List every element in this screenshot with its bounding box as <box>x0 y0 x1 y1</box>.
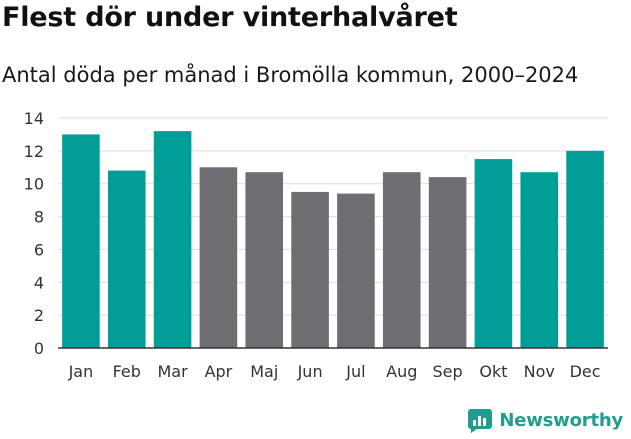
x-tick-label: Nov <box>524 362 555 381</box>
x-tick-label: Feb <box>113 362 141 381</box>
bar-aug <box>382 172 421 348</box>
bar-sep <box>428 177 467 348</box>
y-tick-label: 6 <box>34 240 44 259</box>
bar-apr <box>199 167 238 348</box>
x-tick-label: Mar <box>157 362 188 381</box>
gridlines <box>58 117 608 316</box>
x-tick-label: Aug <box>386 362 417 381</box>
x-tick-label: Apr <box>205 362 233 381</box>
bar-jun <box>291 191 329 348</box>
bar-jul <box>337 193 375 348</box>
x-tick-label: Jul <box>345 362 365 381</box>
chart-title: Flest dör under vinterhalvåret <box>2 2 458 33</box>
y-tick-label: 2 <box>34 306 44 325</box>
bar-mar <box>153 131 192 348</box>
x-tick-label: Sep <box>433 362 463 381</box>
y-axis-ticks: 0 2 4 6 8 10 12 14 <box>24 109 44 358</box>
x-axis-ticks: Jan Feb Mar Apr Maj Jun Jul Aug Sep Okt Nov Dec <box>68 362 601 381</box>
y-tick-label: 8 <box>34 208 44 227</box>
bar-feb <box>107 170 146 348</box>
bar-okt <box>474 159 513 348</box>
x-tick-label: Maj <box>250 362 278 381</box>
brand-name: Newsworthy <box>499 409 623 431</box>
bar-jan <box>62 134 100 348</box>
y-tick-label: 0 <box>34 339 44 358</box>
bar-dec <box>566 150 604 348</box>
x-tick-label: Dec <box>570 362 601 381</box>
y-tick-label: 12 <box>24 142 44 161</box>
y-tick-label: 10 <box>24 175 44 194</box>
y-tick-label: 14 <box>24 109 44 128</box>
x-tick-label: Jun <box>297 362 323 381</box>
x-tick-label: Okt <box>479 362 507 381</box>
bar-nov <box>520 172 559 348</box>
bars <box>62 131 604 348</box>
chart-subtitle: Antal döda per månad i Bromölla kommun, … <box>2 63 579 87</box>
newsworthy-logo: Newsworthy <box>467 407 623 433</box>
y-tick-label: 4 <box>34 273 44 292</box>
x-tick-label: Jan <box>68 362 94 381</box>
bar-maj <box>245 172 284 348</box>
newsworthy-logo-icon <box>468 409 493 433</box>
